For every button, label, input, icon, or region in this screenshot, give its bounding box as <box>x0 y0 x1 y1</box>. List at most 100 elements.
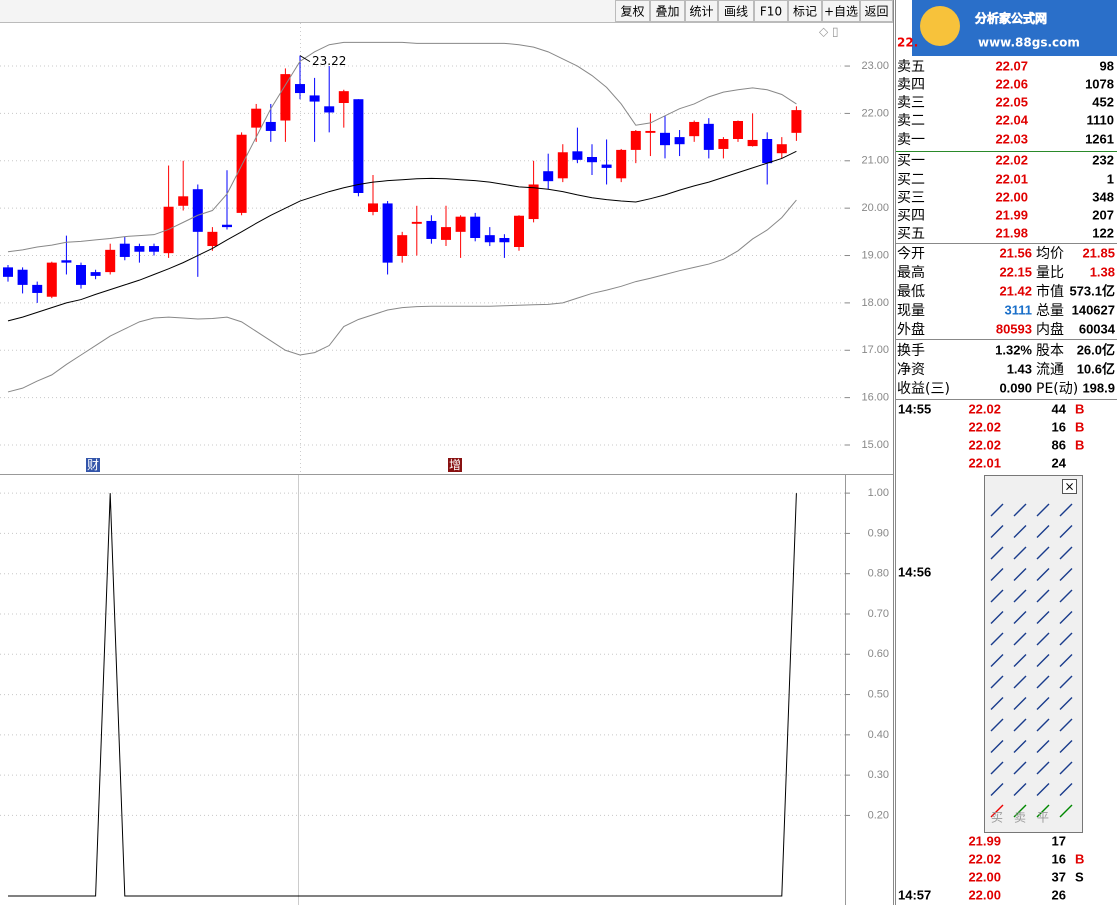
tool-icon[interactable] <box>1013 568 1027 581</box>
candle-body <box>572 151 583 160</box>
tool-icon[interactable] <box>1059 568 1073 581</box>
tool-icon[interactable] <box>990 589 1004 603</box>
tool-icon[interactable] <box>1036 611 1050 624</box>
tool-icon[interactable] <box>990 632 1004 646</box>
tool-icon[interactable] <box>1059 503 1073 517</box>
tool-icon[interactable] <box>1013 783 1027 796</box>
tool-icon[interactable] <box>990 804 1004 818</box>
tool-icon[interactable] <box>1036 632 1050 646</box>
peak-label: 23.22 <box>312 54 346 68</box>
tool-icon[interactable] <box>1059 525 1073 538</box>
toolbar-button[interactable] <box>822 0 860 22</box>
toolbar-label[interactable]: 画线 <box>724 5 748 19</box>
toolbar-label[interactable]: 标记 <box>793 5 817 19</box>
tool-icon[interactable] <box>1013 697 1027 710</box>
toolbar-button[interactable] <box>685 0 718 22</box>
toolbar-label[interactable]: 复权 <box>620 5 644 19</box>
candle-body <box>601 164 612 168</box>
tool-icon[interactable] <box>1013 740 1027 753</box>
toolbar-button[interactable] <box>718 0 754 22</box>
tool-icon[interactable] <box>1059 675 1073 689</box>
tool-icon[interactable] <box>1013 611 1027 624</box>
tool-icon[interactable] <box>1059 632 1073 646</box>
toolbar-label[interactable]: 统计 <box>689 5 713 19</box>
tool-icon[interactable] <box>1059 654 1073 667</box>
y-tick-label: 15.00 <box>861 439 889 451</box>
tool-icon[interactable] <box>1036 503 1050 517</box>
tool-icon[interactable] <box>1059 718 1073 732</box>
candle-body <box>630 130 641 150</box>
toolbar-button[interactable] <box>615 0 650 22</box>
tool-icon[interactable] <box>990 675 1004 689</box>
tool-icon[interactable] <box>990 697 1004 710</box>
trade-price: 21.99 <box>968 833 1001 848</box>
tool-icon[interactable] <box>1036 654 1050 667</box>
book-volume: 1261 <box>1085 131 1114 146</box>
tool-icon[interactable] <box>1036 525 1050 538</box>
tool-icon[interactable] <box>1059 761 1073 775</box>
tool-icon[interactable] <box>990 611 1004 624</box>
tool-icon[interactable] <box>1013 503 1027 517</box>
tool-icon[interactable] <box>990 546 1004 560</box>
tool-icon[interactable] <box>1036 675 1050 689</box>
toolbar-label[interactable]: +自选 <box>824 5 858 19</box>
candle-body <box>455 216 466 232</box>
tool-icon[interactable] <box>990 503 1004 517</box>
tool-icon[interactable] <box>1036 740 1050 753</box>
candle-body <box>484 235 495 243</box>
tool-icon[interactable] <box>1013 589 1027 603</box>
tool-icon[interactable] <box>990 525 1004 538</box>
palette-close[interactable] <box>1062 479 1077 494</box>
tool-icon[interactable] <box>1036 783 1050 796</box>
tool-icon[interactable] <box>1013 675 1027 689</box>
candle-body <box>134 246 145 252</box>
book-price: 22.00 <box>995 189 1028 204</box>
tool-icon[interactable] <box>1036 761 1050 775</box>
toolbar-button[interactable] <box>650 0 685 22</box>
tool-icon[interactable] <box>990 783 1004 796</box>
tool-icon[interactable] <box>1059 804 1073 818</box>
tool-icon[interactable] <box>1013 804 1027 818</box>
tool-icon[interactable] <box>1036 718 1050 732</box>
tool-icon[interactable] <box>1059 783 1073 796</box>
stat-value: 573.1亿 <box>1069 283 1115 298</box>
tool-icon[interactable] <box>990 718 1004 732</box>
tool-icon[interactable] <box>990 761 1004 775</box>
tool-icon[interactable] <box>1013 654 1027 667</box>
book-volume: 207 <box>1092 207 1114 222</box>
tool-icon[interactable] <box>1036 546 1050 560</box>
tool-icon[interactable] <box>1059 546 1073 560</box>
tool-icon[interactable] <box>1013 761 1027 775</box>
trade-side: B <box>1075 401 1084 416</box>
toolbar-label[interactable]: 叠加 <box>655 5 679 19</box>
trade-side: B <box>1075 437 1084 452</box>
tool-icon[interactable] <box>1036 697 1050 710</box>
tool-icon[interactable] <box>990 568 1004 581</box>
tool-icon[interactable] <box>990 740 1004 753</box>
tool-icon[interactable] <box>1036 804 1050 818</box>
toolbar-label[interactable]: F10 <box>760 5 782 19</box>
candle-body <box>674 137 685 145</box>
tool-icon[interactable] <box>1059 611 1073 624</box>
palette-action[interactable]: 买 <box>991 811 1003 825</box>
tool-icon[interactable] <box>1013 718 1027 732</box>
tool-icon[interactable] <box>1059 697 1073 710</box>
palette-action[interactable]: 平 <box>1037 811 1049 825</box>
peak-pointer <box>299 55 311 63</box>
tool-icon[interactable] <box>1013 525 1027 538</box>
tool-icon[interactable] <box>990 654 1004 667</box>
tool-icon[interactable] <box>1059 740 1073 753</box>
tool-icon[interactable] <box>1059 589 1073 603</box>
candle-body <box>192 189 203 232</box>
stat-label: 换手 <box>897 342 925 359</box>
tool-icon[interactable] <box>1036 589 1050 603</box>
close-icon[interactable]: × <box>1064 480 1074 494</box>
tool-icon[interactable] <box>1036 568 1050 581</box>
toolbar-button[interactable] <box>860 0 893 22</box>
tool-icon[interactable] <box>1013 632 1027 646</box>
toolbar-button[interactable] <box>754 0 788 22</box>
toolbar-button[interactable] <box>788 0 822 22</box>
tool-icon[interactable] <box>1013 546 1027 560</box>
toolbar-label[interactable]: 返回 <box>864 5 888 19</box>
palette-action[interactable]: 卖 <box>1014 811 1026 825</box>
